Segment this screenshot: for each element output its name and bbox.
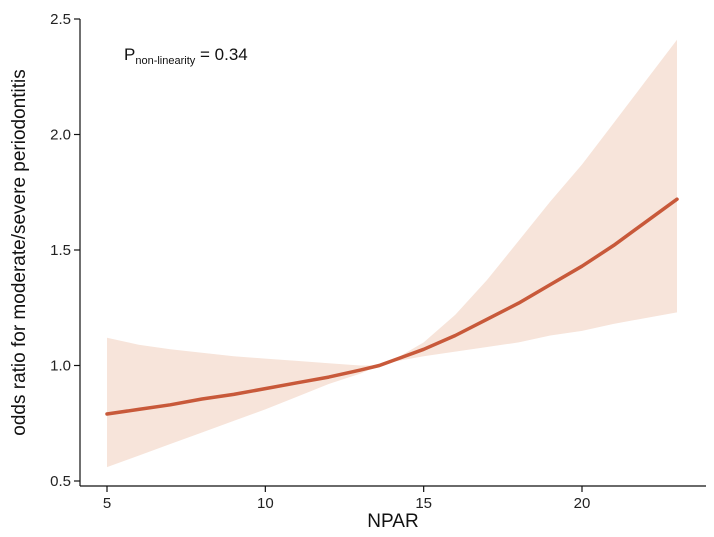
x-tick-label: 15 [415,495,432,512]
x-tick-label: 20 [574,495,591,512]
y-axis-title: odds ratio for moderate/severe periodont… [9,69,30,435]
annotation-p: P [124,45,135,64]
annotation-value: = 0.34 [195,45,247,64]
y-tick-label: 2.5 [50,11,71,28]
annotation-subscript: non-linearity [135,55,195,67]
y-tick-label: 1.5 [50,242,71,259]
x-tick-label: 5 [103,495,111,512]
p-nonlinearity-annotation: Pnon-linearity = 0.34 [124,45,248,67]
y-tick-label: 2.0 [50,127,71,144]
y-tick-label: 1.0 [50,358,71,375]
x-axis-title: NPAR [367,511,418,532]
confidence-band [107,39,677,468]
odds-ratio-line [105,197,679,416]
x-tick-label: 10 [257,495,274,512]
y-tick-label: 0.5 [50,473,71,490]
